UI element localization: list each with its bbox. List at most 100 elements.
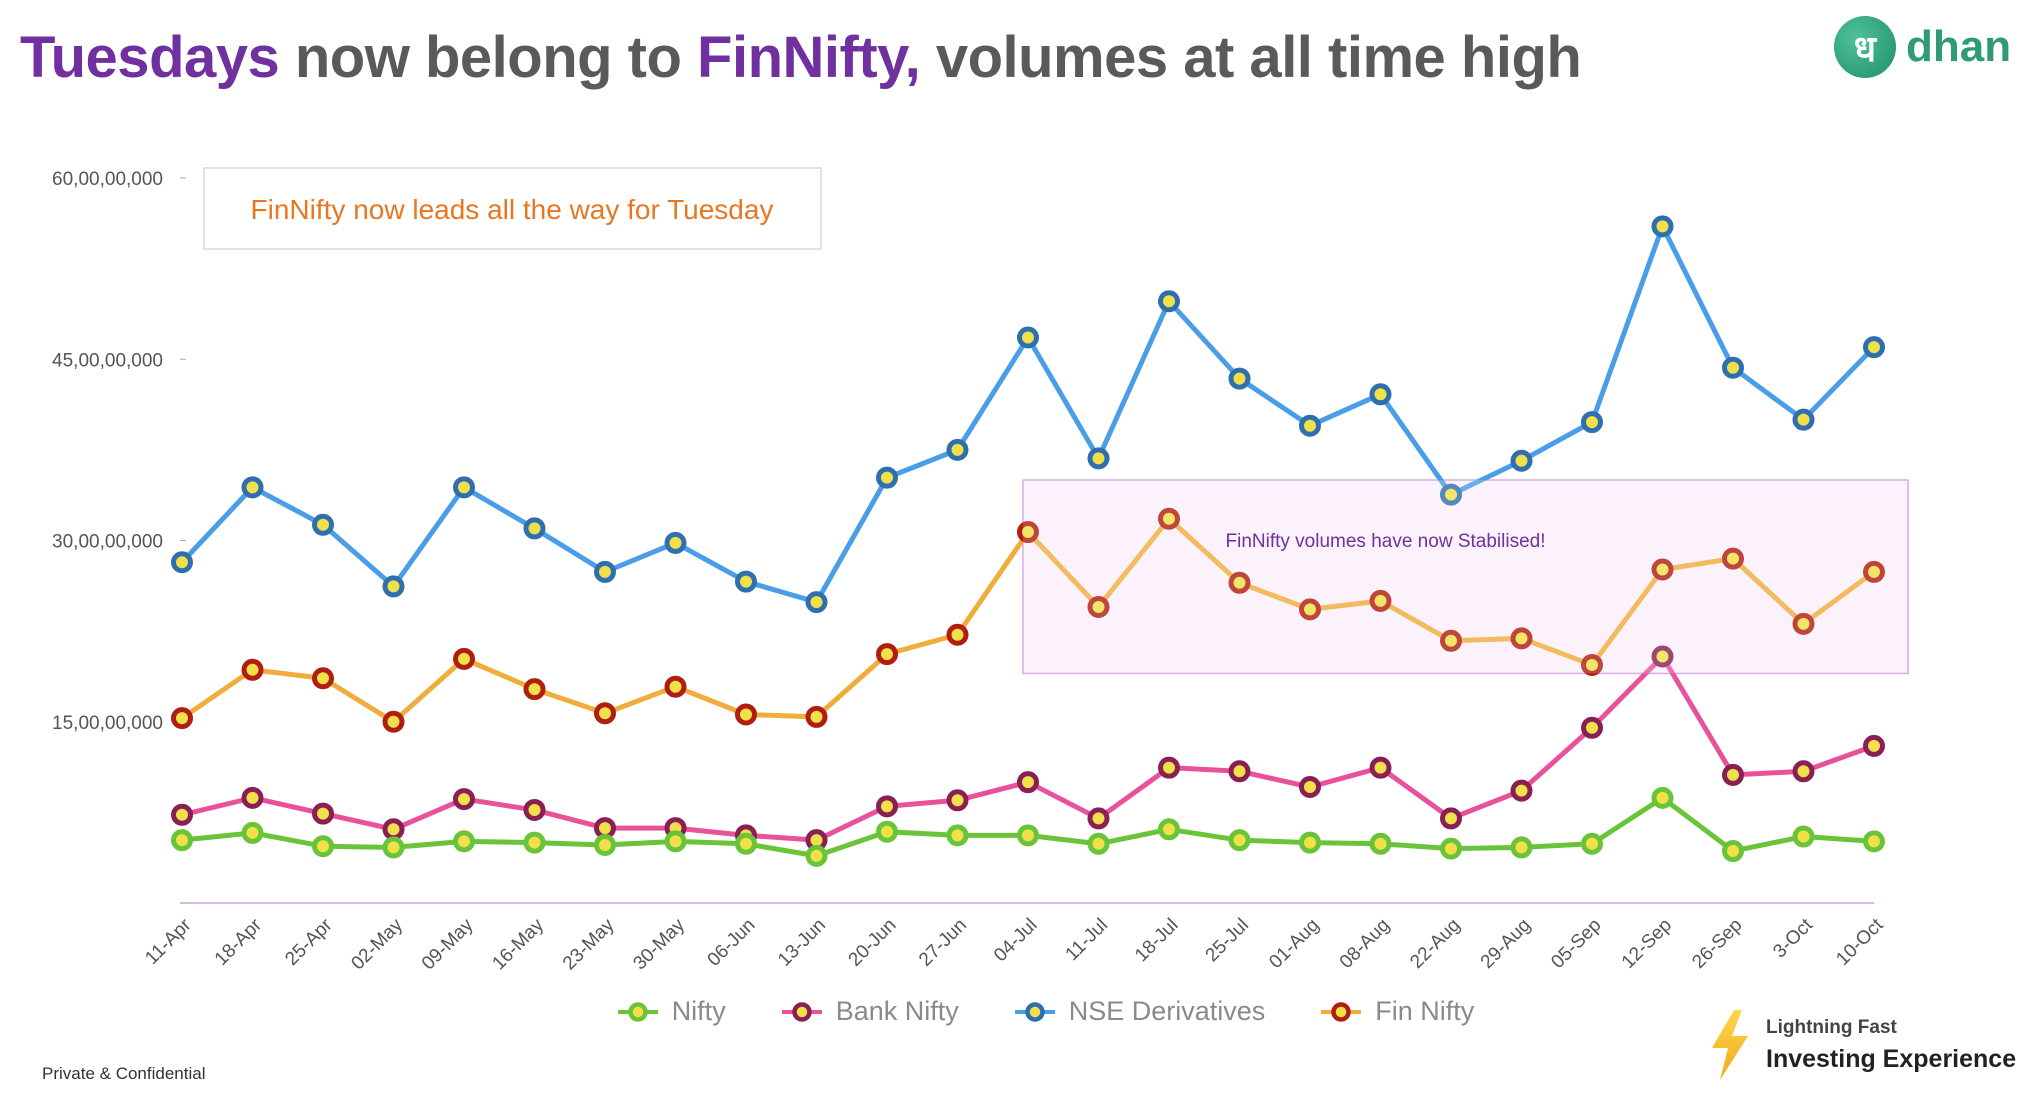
data-point <box>1369 756 1392 779</box>
series-markers <box>171 645 1885 852</box>
legend-marker <box>1014 1001 1055 1022</box>
data-point <box>1581 832 1603 855</box>
data-point <box>735 703 757 726</box>
dhan-logo-text: dhan <box>1906 22 2012 71</box>
legend-dot <box>627 1001 648 1022</box>
x-tick-label: 20-Jun <box>845 915 901 971</box>
data-point <box>805 591 828 614</box>
data-point <box>171 803 193 826</box>
data-point <box>171 829 193 852</box>
data-point <box>735 570 757 593</box>
legend-dot <box>791 1001 812 1022</box>
x-tick-label: 30-May <box>629 914 689 974</box>
data-point <box>1228 367 1251 390</box>
x-tick-label: 12-Sep <box>1618 915 1676 973</box>
data-point <box>1440 629 1462 652</box>
data-point <box>1158 290 1180 313</box>
data-point <box>1581 411 1603 434</box>
y-tick-label: 45,00,00,000 <box>52 350 163 371</box>
x-tick-label: 04-Jul <box>990 915 1041 966</box>
data-point <box>1017 521 1039 544</box>
data-point <box>1863 734 1885 757</box>
chart-legend: Nifty Bank Nifty NSE Derivatives Fin Nifty <box>0 996 2030 1027</box>
data-point <box>1510 779 1533 802</box>
data-point <box>1863 830 1885 853</box>
x-tick-label: 22-Aug <box>1406 915 1464 973</box>
x-tick-label: 25-Jul <box>1202 915 1253 966</box>
data-point <box>1369 383 1392 406</box>
x-tick-label: 29-Aug <box>1477 915 1535 973</box>
data-point <box>1651 645 1674 668</box>
x-tick-label: 27-Jun <box>915 915 971 971</box>
title-text-1: now belong to <box>279 25 698 90</box>
page-title: Tuesdays now belong to FinNifty, volumes… <box>20 24 1582 91</box>
legend-marker <box>1321 1001 1362 1022</box>
legend-label: Nifty <box>671 996 726 1026</box>
x-tick-label: 06-Jun <box>704 915 760 971</box>
data-point <box>1863 336 1885 359</box>
data-point <box>312 513 334 536</box>
data-point <box>1228 571 1251 594</box>
legend-dot <box>1024 1001 1045 1022</box>
data-point <box>594 560 616 583</box>
data-point <box>1017 326 1039 349</box>
data-point <box>1158 818 1180 841</box>
tagline-line-2: Investing Experience <box>1766 1044 2017 1073</box>
data-point <box>946 824 969 847</box>
data-point <box>1299 414 1321 437</box>
data-point <box>1369 589 1392 612</box>
data-point <box>312 802 334 825</box>
data-point <box>171 707 193 730</box>
data-point <box>1722 840 1744 863</box>
lightning-bolt-icon <box>1712 1010 1748 1080</box>
data-point <box>946 789 969 812</box>
data-point <box>946 438 969 461</box>
title-tuesdays: Tuesdays <box>20 25 280 90</box>
lead-annotation-box <box>203 167 822 250</box>
data-point <box>805 844 828 867</box>
data-point <box>1299 598 1321 621</box>
data-point <box>382 575 405 598</box>
data-point <box>1158 507 1180 530</box>
x-tick-label: 25-Apr <box>281 914 337 970</box>
legend-marker <box>781 1001 822 1022</box>
data-point <box>1792 408 1815 431</box>
data-point <box>1581 716 1603 739</box>
data-point <box>453 788 475 811</box>
tagline-badge: Lightning Fast Investing Experience <box>1708 1010 2016 1080</box>
legend-item: Fin Nifty <box>1319 996 1474 1027</box>
data-point <box>1510 836 1533 859</box>
data-point <box>1510 627 1533 650</box>
data-point <box>1863 560 1885 583</box>
data-point <box>664 830 687 853</box>
y-tick-label: 60,00,00,000 <box>52 169 163 190</box>
legend-label: Bank Nifty <box>835 996 959 1026</box>
data-point <box>382 710 405 733</box>
data-point <box>1440 807 1462 830</box>
legend-dot <box>1331 1001 1352 1022</box>
x-tick-label: 05-Sep <box>1547 915 1605 973</box>
tagline-line-1: Lightning Fast <box>1766 1016 1897 1038</box>
data-point <box>1087 832 1110 855</box>
confidential-label: Private & Confidential <box>42 1064 206 1083</box>
x-tick-label: 16-May <box>488 914 548 974</box>
x-tick-label: 23-May <box>559 914 619 974</box>
x-tick-label: 10-Oct <box>1832 914 1888 970</box>
data-point <box>1440 837 1462 860</box>
data-point <box>241 476 264 499</box>
data-point <box>1722 763 1744 786</box>
x-tick-label: 11-Apr <box>141 914 196 969</box>
data-point <box>312 667 334 690</box>
data-point <box>453 647 475 670</box>
x-tick-label: 08-Aug <box>1336 915 1394 973</box>
lead-annotation-text: FinNifty now leads all the way for Tuesd… <box>251 194 774 225</box>
data-point <box>1792 760 1815 783</box>
data-point <box>1299 776 1321 798</box>
data-point <box>876 643 898 666</box>
data-point <box>1087 595 1110 618</box>
x-tick-label: 18-Jul <box>1131 915 1182 966</box>
data-point <box>1581 653 1603 676</box>
y-tick-label: 15,00,00,000 <box>52 713 163 734</box>
series-markers <box>171 215 1885 614</box>
